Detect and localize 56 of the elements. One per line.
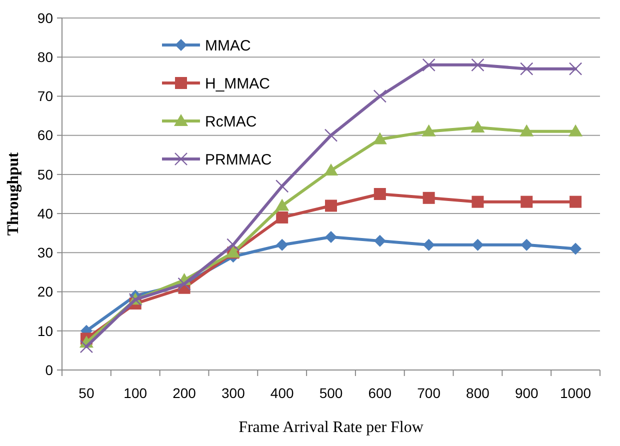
- legend-label: RcMAC: [205, 113, 257, 130]
- point: [276, 211, 288, 224]
- point: [422, 238, 435, 251]
- point: [568, 124, 583, 136]
- y-tick-label: 10: [37, 322, 54, 339]
- point: [324, 164, 338, 176]
- point: [374, 234, 386, 247]
- point: [324, 128, 338, 142]
- legend-label: MMAC: [205, 37, 251, 54]
- point: [80, 340, 94, 354]
- point: [422, 192, 435, 204]
- y-tick-label: 30: [37, 244, 54, 261]
- x-tick-label: 100: [124, 385, 148, 401]
- point: [520, 196, 533, 208]
- y-tick-label: 70: [37, 88, 54, 104]
- point: [520, 238, 533, 251]
- point: [226, 238, 240, 252]
- point: [422, 124, 436, 136]
- point: [374, 188, 386, 200]
- legend-label: PRMMAC: [205, 151, 272, 168]
- x-tick-label: 900: [514, 385, 539, 401]
- x-tick-label: 1000: [560, 385, 592, 401]
- point: [472, 238, 484, 251]
- point: [372, 132, 387, 144]
- point: [276, 238, 288, 251]
- point: [275, 198, 290, 211]
- point: [570, 242, 582, 255]
- point: [520, 124, 534, 136]
- y-tick-label: 60: [37, 127, 54, 144]
- x-axis-title: Frame Arrival Rate per Flow: [238, 419, 424, 436]
- point: [422, 58, 436, 72]
- x-tick-label: 400: [270, 385, 294, 401]
- legend-label: H_MMAC: [205, 75, 270, 92]
- point: [325, 200, 337, 212]
- x-tick-label: 700: [417, 385, 441, 401]
- point: [570, 196, 582, 208]
- y-axis-title: Throughput: [5, 152, 22, 236]
- point: [471, 58, 484, 72]
- y-tick-label: 20: [37, 284, 54, 300]
- point: [373, 90, 387, 103]
- x-tick-label: 300: [222, 385, 246, 401]
- y-tick-label: 0: [45, 362, 54, 378]
- point: [568, 62, 582, 76]
- x-tick-label: 500: [319, 385, 343, 401]
- x-tick-label: 600: [368, 385, 392, 401]
- x-tick-label: 50: [78, 385, 94, 401]
- point: [472, 196, 484, 208]
- y-tick-label: 90: [37, 10, 54, 26]
- y-tick-label: 50: [37, 166, 54, 182]
- point: [520, 62, 534, 76]
- x-tick-label: 200: [172, 385, 196, 401]
- point: [325, 231, 337, 244]
- y-tick-label: 40: [37, 205, 54, 222]
- y-tick-label: 80: [37, 49, 54, 66]
- point: [470, 120, 485, 133]
- x-tick-label: 800: [466, 385, 490, 401]
